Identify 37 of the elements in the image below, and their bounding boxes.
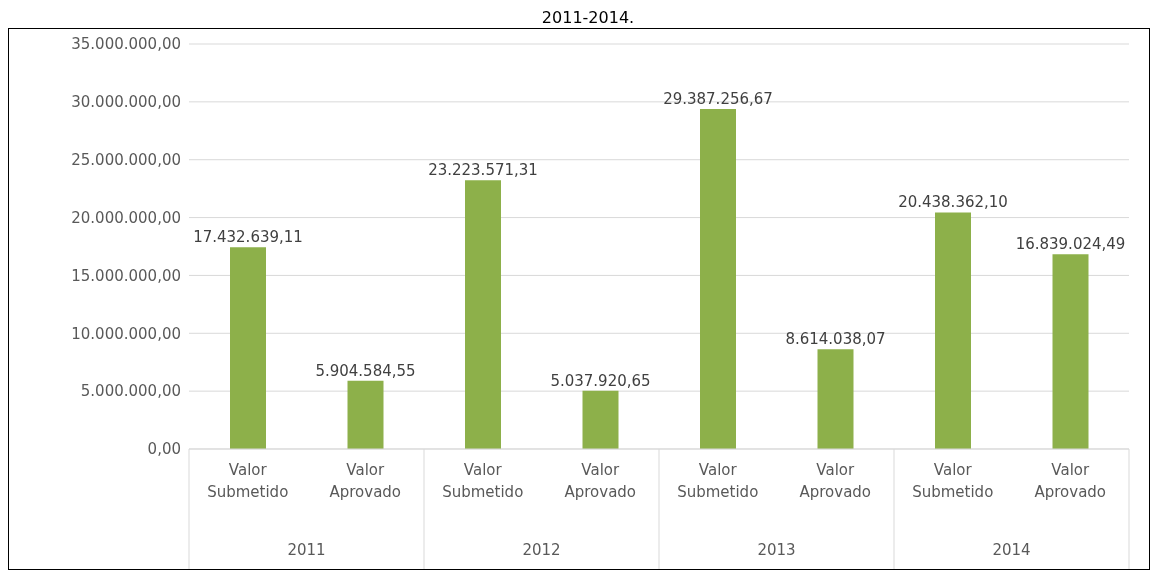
text: 2013	[757, 541, 796, 559]
bar	[582, 390, 619, 449]
text: 2011	[287, 541, 326, 559]
data-label: 8.614.038,07	[785, 330, 886, 349]
x-tick-label: Valor Aprovado	[799, 461, 872, 501]
y-tick-label: 30.000.000,00	[71, 93, 181, 112]
bar	[1052, 254, 1089, 449]
data-label: 29.387.256,67	[663, 89, 773, 108]
y-tick-label: 5.000.000,00	[80, 382, 181, 401]
x-tick-label: Valor Submetido	[912, 461, 994, 501]
x-tick-label: Valor Submetido	[677, 461, 759, 501]
y-tick-label: 35.000.000,00	[71, 35, 181, 54]
x-tick-label: Valor Submetido	[207, 461, 289, 501]
data-label: 17.432.639,11	[193, 228, 303, 247]
x-tick-label: Valor Submetido	[442, 461, 524, 501]
bar	[935, 212, 971, 449]
x-tick-label: Valor Aprovado	[1034, 461, 1107, 501]
y-tick-label: 25.000.000,00	[71, 151, 181, 170]
text: 2014	[992, 541, 1031, 559]
data-label: 5.037.920,65	[550, 371, 651, 390]
text: 2012	[522, 541, 561, 559]
y-tick-label: 0,00	[147, 440, 181, 459]
bar	[465, 180, 501, 449]
bar	[347, 380, 384, 449]
y-tick-label: 10.000.000,00	[71, 324, 181, 343]
x-tick-label: Valor Aprovado	[564, 461, 637, 501]
y-tick-label: 15.000.000,00	[71, 266, 181, 285]
bar	[230, 247, 266, 449]
bar	[817, 349, 854, 449]
data-label: 16.839.024,49	[1015, 235, 1126, 254]
data-label: 5.904.584,55	[315, 361, 416, 380]
data-label: 20.438.362,10	[898, 193, 1008, 212]
y-tick-label: 20.000.000,00	[71, 208, 181, 227]
chart-title: 2011-2014.	[540, 8, 636, 28]
data-label: 23.223.571,31	[428, 161, 538, 180]
x-tick-label: Valor Aprovado	[329, 461, 402, 501]
bar	[700, 108, 736, 449]
